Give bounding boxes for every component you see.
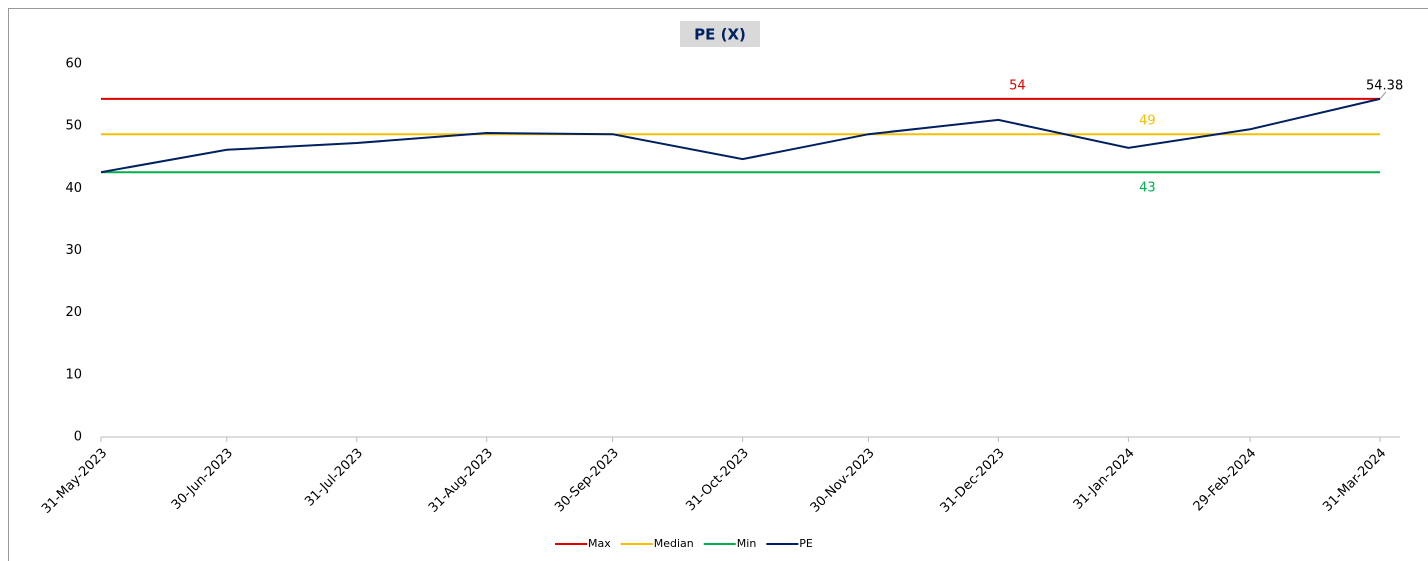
x-tick-label: 31-Aug-2023 [426,446,496,516]
x-tick-label: 31-Jan-2024 [1071,446,1138,513]
title-box [680,21,760,47]
y-tick-label: 60 [65,57,82,72]
chart-title: PE (X) [694,26,746,44]
data-label: 49 [1139,114,1156,129]
y-tick-label: 20 [65,305,82,320]
x-tick-label: 31-May-2023 [39,446,110,517]
x-tick-label: 31-Mar-2024 [1320,446,1389,515]
x-tick-label: 31-Dec-2023 [938,446,1008,516]
legend-label: Min [737,537,757,550]
x-tick-label: 30-Sep-2023 [552,446,622,516]
legend-label: Max [588,537,611,550]
y-tick-label: 40 [65,181,82,196]
x-tick-label: 30-Nov-2023 [808,446,878,516]
legend-label: PE [799,537,813,550]
x-tick-label: 31-Jul-2023 [302,446,366,510]
x-tick-label: 31-Oct-2023 [683,446,751,514]
chart-frame [8,8,1428,561]
series-line [100,97,1381,174]
y-tick-label: 0 [74,430,82,445]
x-tick-label: 29-Feb-2024 [1191,446,1260,515]
y-tick-label: 30 [65,243,82,258]
y-tick-label: 50 [65,119,82,134]
y-tick-label: 10 [65,367,82,382]
data-label: 43 [1139,181,1156,196]
data-label: 54 [1009,78,1026,93]
legend-label: Median [654,537,694,550]
data-label: 54.38 [1366,78,1403,93]
label-leader [1379,91,1387,100]
x-tick-label: 30-Jun-2023 [169,446,236,513]
